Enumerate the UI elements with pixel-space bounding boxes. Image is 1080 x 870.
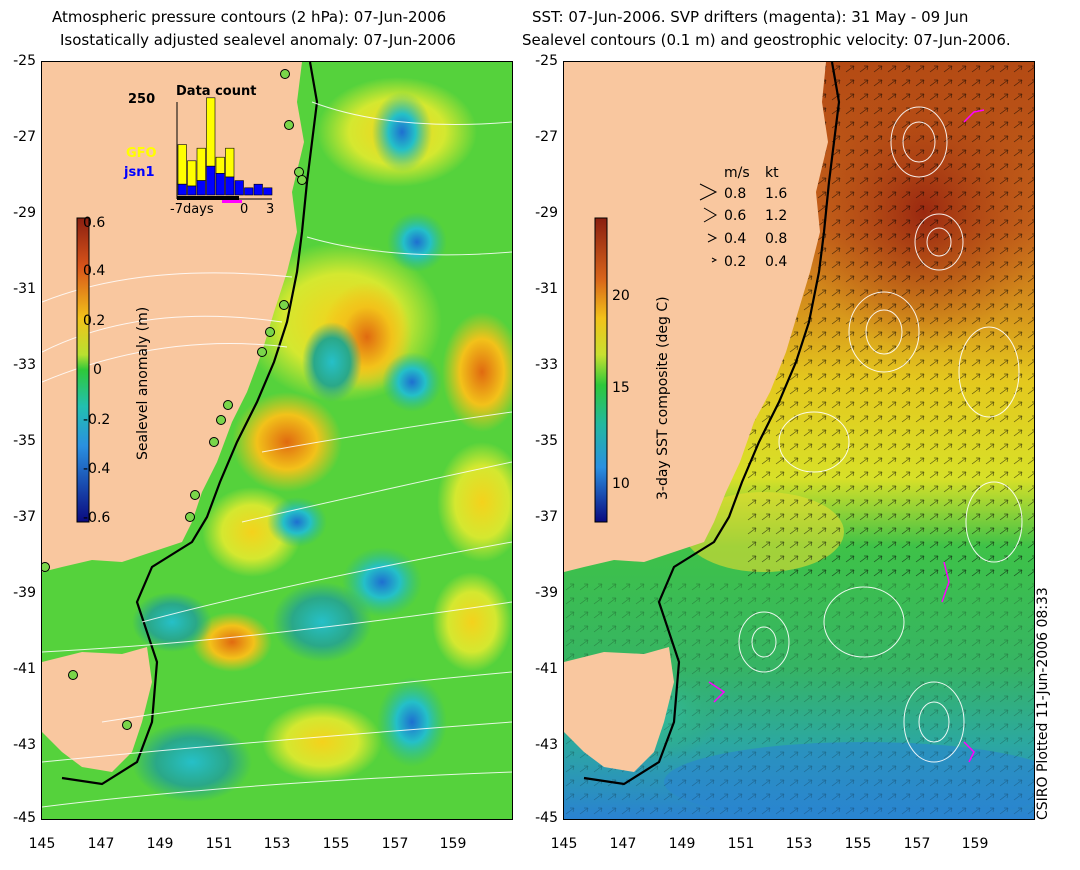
right-ytick-39: -39	[535, 585, 558, 601]
jsn1-count-bar	[225, 176, 235, 196]
right-xtick-153: 153	[785, 836, 813, 852]
sealevel-colorbar	[76, 217, 90, 523]
sst-colorbar	[594, 217, 608, 523]
right-xtick-151: 151	[727, 836, 755, 852]
gfo-count-bar	[196, 147, 206, 181]
sealevel-anomaly-map	[41, 61, 513, 820]
gfo-count-bar	[206, 97, 216, 167]
left-xtick-159: 159	[439, 836, 467, 852]
left-ytick-41: -41	[13, 661, 36, 677]
left-ytick-33: -33	[13, 357, 36, 373]
gfo-count-bar	[177, 144, 187, 185]
right-colorbar-tick-15: 15	[612, 380, 630, 396]
left-xtick-155: 155	[322, 836, 350, 852]
left-title-line1: Atmospheric pressure contours (2 hPa): 0…	[52, 8, 447, 26]
jsn1-count-bar	[253, 183, 263, 196]
mainland-australia-right	[564, 62, 828, 572]
jsn1-count-bar	[206, 165, 216, 196]
jsn1-count-bar	[263, 187, 273, 196]
gfo-count-bar	[187, 160, 197, 187]
left-ytick-39: -39	[13, 585, 36, 601]
jsn1-count-bar	[234, 180, 244, 196]
velocity-legend-ms-1: 0.6	[724, 208, 747, 224]
left-colorbar-tick-6: -0.6	[83, 510, 111, 526]
right-xtick-145: 145	[550, 836, 578, 852]
inset-x-label-zero: 0	[240, 202, 249, 217]
left-colorbar-tick-1: 0.4	[83, 263, 106, 279]
right-ytick-37: -37	[535, 509, 558, 525]
csiro-credit: CSIRO Plotted 11-Jun-2006 08:33	[1035, 587, 1051, 820]
right-ytick-45: -45	[535, 810, 558, 826]
velocity-legend-kt-3: 0.4	[765, 254, 788, 270]
right-ytick-27: -27	[535, 129, 558, 145]
jsn1-count-bar	[196, 180, 206, 196]
jsn1-count-bar	[244, 187, 254, 196]
data-count-inset	[176, 97, 273, 203]
inset-title: Data count	[176, 84, 257, 99]
left-xtick-153: 153	[263, 836, 291, 852]
right-ytick-35: -35	[535, 433, 558, 449]
inset-ymax-label: 250	[128, 92, 156, 107]
left-ytick-43: -43	[13, 737, 36, 753]
right-ytick-31: -31	[535, 281, 558, 297]
left-xtick-149: 149	[146, 836, 174, 852]
right-ytick-41: -41	[535, 661, 558, 677]
inset-legend-gfo: GFO	[126, 146, 157, 161]
left-colorbar-tick-0: 0.6	[83, 215, 106, 231]
right-xtick-155: 155	[844, 836, 872, 852]
left-title-line2: Isostatically adjusted sealevel anomaly:…	[60, 31, 456, 49]
left-ytick-29: -29	[13, 205, 36, 221]
right-xtick-149: 149	[668, 836, 696, 852]
velocity-legend-header-ms: m/s	[724, 165, 750, 181]
inset-x-label-end: 3	[266, 202, 275, 217]
left-xtick-151: 151	[205, 836, 233, 852]
left-ytick-25: -25	[13, 53, 36, 69]
left-colorbar-tick-2: 0.2	[83, 313, 106, 329]
left-colorbar-tick-4: -0.2	[83, 412, 111, 428]
right-xtick-157: 157	[903, 836, 931, 852]
gfo-count-bar	[215, 156, 225, 174]
left-ytick-31: -31	[13, 281, 36, 297]
left-xtick-145: 145	[28, 836, 56, 852]
inset-legend-jsn1: jsn1	[124, 165, 155, 180]
left-xtick-157: 157	[381, 836, 409, 852]
velocity-legend-kt-2: 0.8	[765, 231, 788, 247]
velocity-legend-header-kt: kt	[765, 165, 779, 181]
right-ytick-33: -33	[535, 357, 558, 373]
tasmania-right	[564, 647, 674, 772]
left-xtick-147: 147	[87, 836, 115, 852]
velocity-legend-ms-0: 0.8	[724, 186, 747, 202]
right-ytick-25: -25	[535, 53, 558, 69]
gfo-count-bar	[225, 147, 235, 178]
left-colorbar-tick-5: -0.4	[83, 461, 111, 477]
left-ytick-35: -35	[13, 433, 36, 449]
inset-x-label-start: -7days	[170, 202, 214, 217]
left-ytick-45: -45	[13, 810, 36, 826]
jsn1-count-bar	[177, 183, 187, 196]
velocity-legend-arrows	[699, 183, 718, 263]
right-ytick-29: -29	[535, 205, 558, 221]
sst-map	[563, 61, 1035, 820]
right-ytick-43: -43	[535, 737, 558, 753]
left-ytick-37: -37	[13, 509, 36, 525]
left-colorbar-label: Sealevel anomaly (m)	[135, 306, 151, 460]
right-xtick-159: 159	[961, 836, 989, 852]
velocity-legend-ms-3: 0.2	[724, 254, 747, 270]
right-colorbar-tick-10: 10	[612, 476, 630, 492]
right-title-line1: SST: 07-Jun-2006. SVP drifters (magenta)…	[532, 8, 969, 26]
left-colorbar-tick-3: 0	[93, 362, 102, 378]
right-colorbar-label: 3-day SST composite (deg C)	[655, 296, 671, 500]
velocity-legend-ms-2: 0.4	[724, 231, 747, 247]
right-colorbar-tick-20: 20	[612, 288, 630, 304]
jsn1-count-bar	[187, 185, 197, 196]
right-title-line2: Sealevel contours (0.1 m) and geostrophi…	[522, 31, 1011, 49]
right-xtick-147: 147	[609, 836, 637, 852]
jsn1-count-bar	[215, 173, 225, 196]
velocity-legend-kt-1: 1.2	[765, 208, 788, 224]
left-ytick-27: -27	[13, 129, 36, 145]
velocity-legend-kt-0: 1.6	[765, 186, 788, 202]
